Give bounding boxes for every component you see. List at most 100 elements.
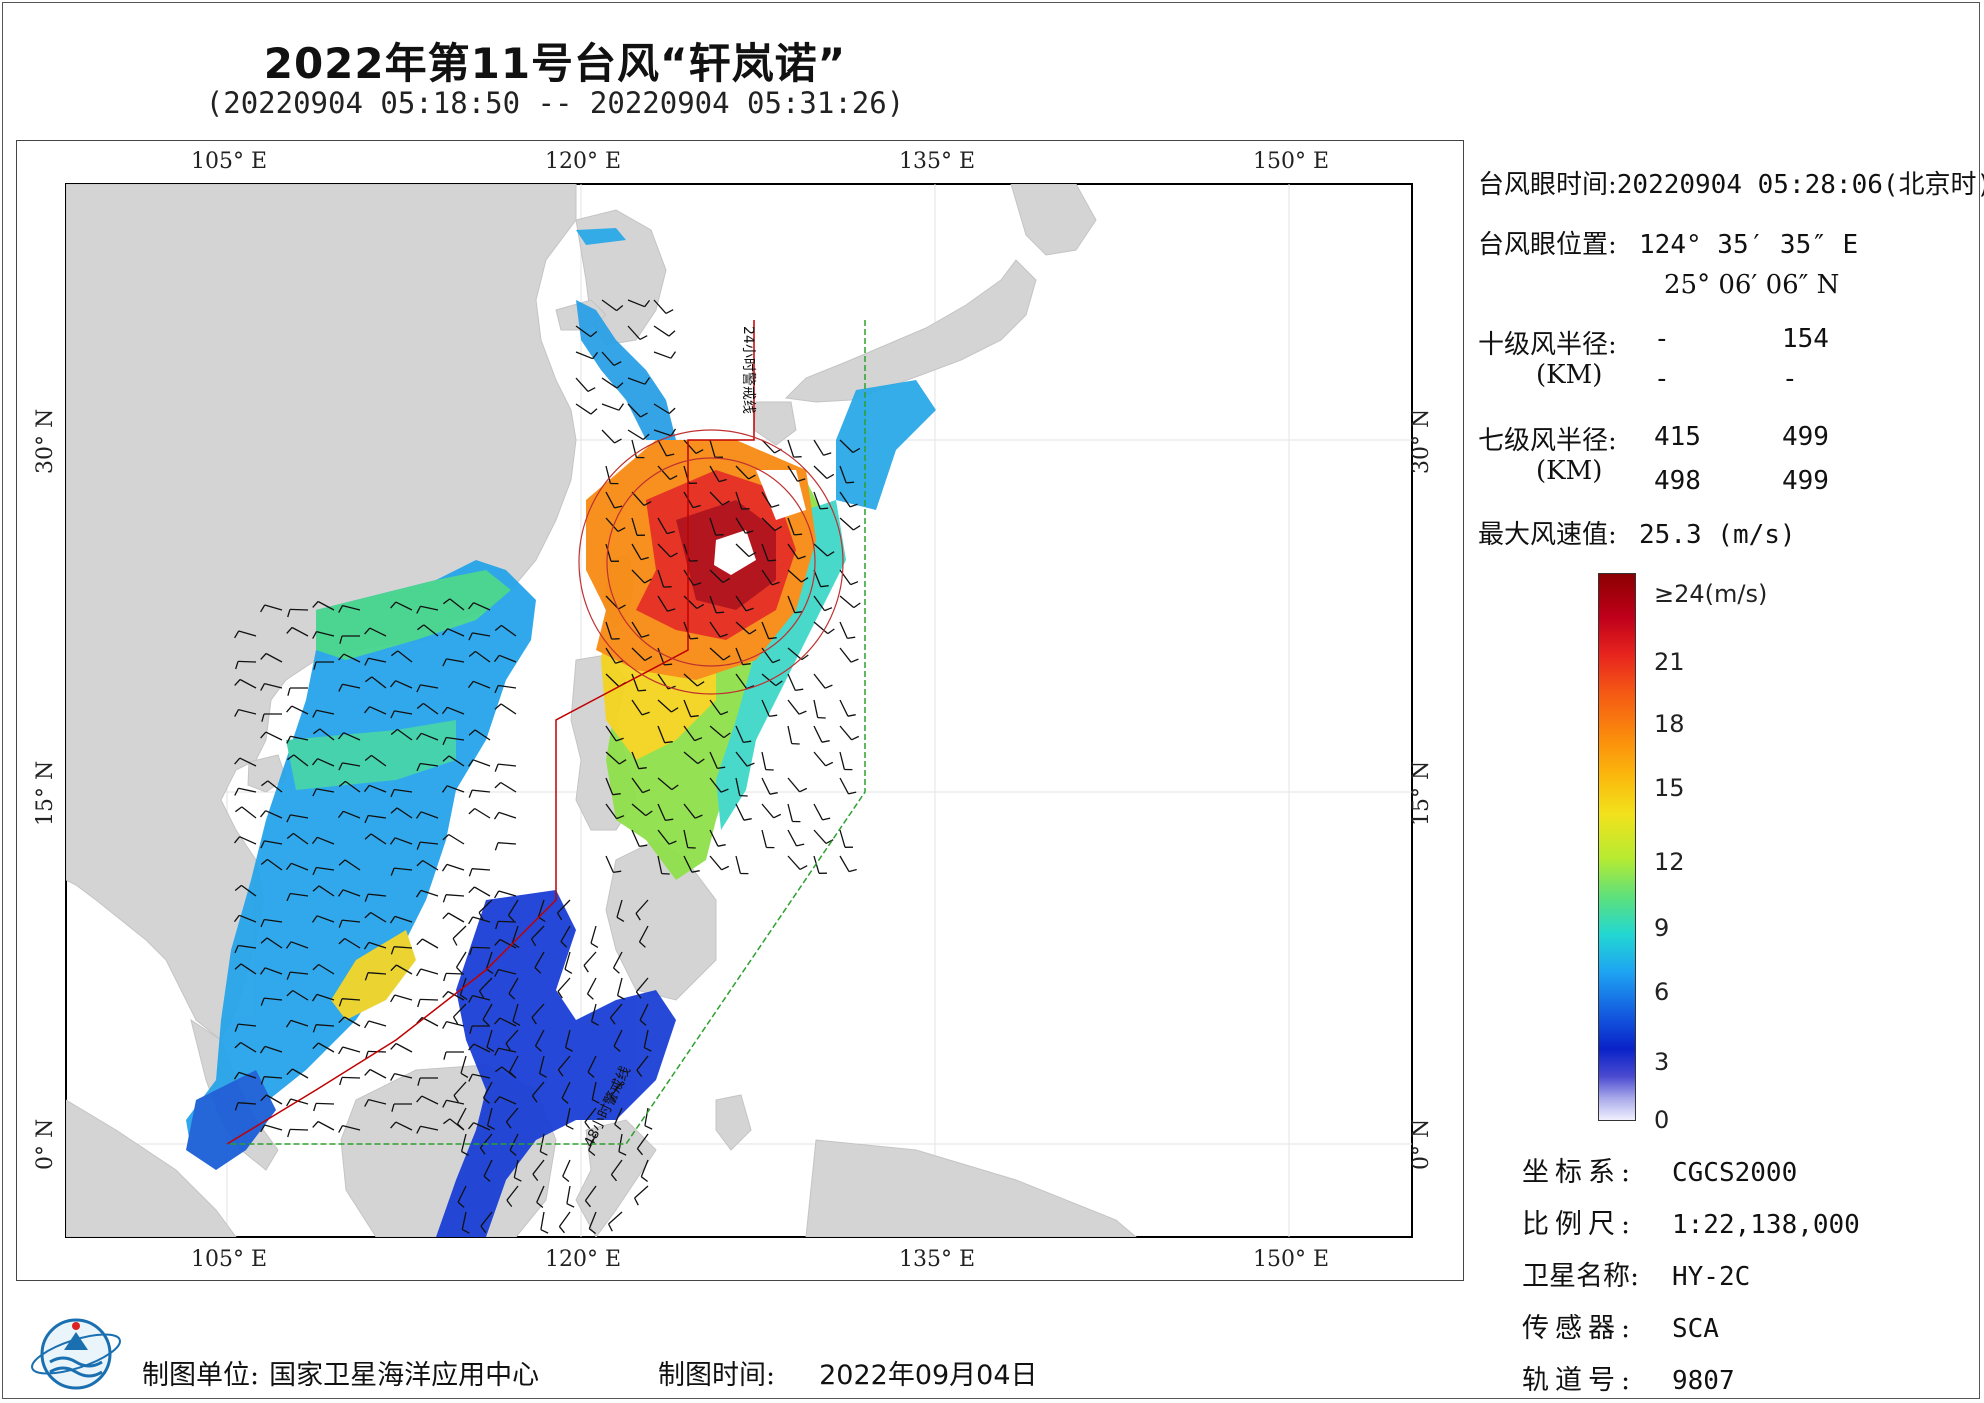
wind-barb xyxy=(683,725,696,741)
meta-sensor: 传感器: SCA xyxy=(1522,1306,1719,1345)
wind-barb-flag xyxy=(773,813,782,819)
wind-barb xyxy=(423,624,439,637)
wind-barb xyxy=(787,569,802,583)
wind-barb xyxy=(586,977,597,995)
wind-barb xyxy=(265,810,283,819)
wind-barb-flag xyxy=(820,585,829,588)
wind-barb xyxy=(605,647,617,664)
wind-barb-flag xyxy=(479,1147,486,1155)
land-sumatra xyxy=(66,1099,237,1237)
wind-barb-flag xyxy=(390,1043,397,1050)
wind-barb xyxy=(238,944,257,949)
wind-barb-flag xyxy=(769,714,778,718)
wind-barb xyxy=(394,867,413,871)
wind-barb xyxy=(839,829,846,848)
wind-barb xyxy=(683,621,691,640)
wind-barb-flag xyxy=(443,1118,451,1125)
meta-orbit: 轨道号: 9807 xyxy=(1522,1358,1735,1397)
wind-barb-flag xyxy=(468,789,473,798)
wind-barb-flag xyxy=(691,870,700,873)
wind-barb-flag xyxy=(746,685,755,690)
wind-barb-flag xyxy=(338,919,343,928)
wind-barb xyxy=(605,725,617,742)
wind-barb xyxy=(237,660,257,663)
wind-barb-flag xyxy=(495,921,499,930)
wind-barb-flag xyxy=(640,412,648,418)
wind-barb xyxy=(423,702,439,715)
wind-barb-flag xyxy=(286,832,294,840)
wind-barb-flag xyxy=(287,754,295,761)
wind-barb xyxy=(787,517,795,536)
wind-barb xyxy=(499,654,517,663)
wind-barb-flag xyxy=(493,654,500,662)
wind-barb xyxy=(474,729,491,741)
wind-barb-flag xyxy=(821,740,830,743)
wind-barb xyxy=(499,1096,517,1105)
wind-barb-flag xyxy=(634,1197,639,1206)
wind-barb-flag xyxy=(613,361,622,366)
wind-barb-flag xyxy=(562,1175,570,1183)
legend-label-15: 15 xyxy=(1654,774,1685,802)
wind-barb xyxy=(478,899,493,913)
wind-barb-flag xyxy=(771,581,780,586)
wind-barb-flag xyxy=(540,1229,549,1234)
wind-barb xyxy=(420,605,439,611)
wind-barb-flag xyxy=(644,377,651,385)
wind-barb xyxy=(813,569,822,587)
wind-barb xyxy=(291,862,309,871)
lon-label-bottom-135: 135° E xyxy=(899,1247,975,1272)
wind-barb xyxy=(601,403,620,411)
wind-barb xyxy=(472,916,491,923)
wind-barb-flag xyxy=(794,533,803,536)
wind-barb xyxy=(343,732,361,741)
wind-barb-flag xyxy=(825,839,834,844)
wind-barb xyxy=(538,1055,545,1074)
wind-barb xyxy=(588,1211,597,1229)
wind-barb xyxy=(447,628,465,637)
wind-barb-flag xyxy=(312,964,320,971)
wind-barb xyxy=(479,1133,493,1149)
wind-barb-flag xyxy=(848,868,857,873)
wind-barb xyxy=(590,1003,597,1022)
wind-barb xyxy=(472,994,491,1001)
orbit-label: 轨道号: xyxy=(1522,1365,1637,1396)
wind-barb xyxy=(239,678,257,689)
lon-label-bottom-150: 150° E xyxy=(1253,1247,1329,1272)
wind-barb xyxy=(839,725,853,741)
wind-barb xyxy=(657,465,671,480)
wind-barb xyxy=(480,1211,493,1227)
wind-barb xyxy=(584,1107,597,1123)
wind-barb xyxy=(446,863,465,871)
wind-barb xyxy=(344,937,361,949)
wind-barb xyxy=(474,886,491,897)
legend-label-0: 0 xyxy=(1654,1106,1670,1134)
wind-barb-flag xyxy=(468,868,473,877)
wind-barb-flag xyxy=(722,577,731,584)
wind-barb-flag xyxy=(824,684,833,689)
wind-barb xyxy=(564,1029,571,1048)
wind-barb xyxy=(498,890,517,897)
wind-barb-flag xyxy=(338,998,343,1007)
wind-barb-flag xyxy=(613,870,622,874)
wind-barb-flag xyxy=(234,679,241,686)
wind-barb-flag xyxy=(312,631,318,639)
wind-barb xyxy=(447,990,465,1001)
wind-barb xyxy=(601,351,615,366)
wind-barb xyxy=(292,989,309,1001)
wind-barb-flag xyxy=(494,703,502,710)
wind-barb xyxy=(839,439,854,453)
wind-barb-flag xyxy=(311,915,318,923)
wind-barb xyxy=(238,787,257,793)
wind-barb-flag xyxy=(285,941,292,949)
wind-barb-flag xyxy=(286,893,291,902)
wind-barb-flag xyxy=(592,352,599,360)
wind-barb-flag xyxy=(415,732,422,740)
wind-barb xyxy=(508,977,519,994)
wind-barb-flag xyxy=(391,1103,395,1112)
wind-barb xyxy=(318,963,335,975)
wind-barb-flag xyxy=(494,939,501,946)
wind-barb xyxy=(536,1185,545,1203)
wind-barb xyxy=(420,841,439,845)
wind-barb xyxy=(735,491,743,510)
wind-barb xyxy=(839,569,852,585)
